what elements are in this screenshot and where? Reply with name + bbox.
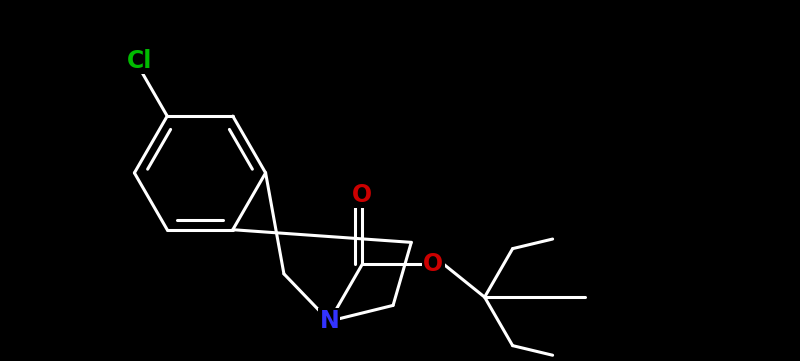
Text: Cl: Cl bbox=[126, 49, 152, 73]
Text: O: O bbox=[352, 183, 372, 207]
Text: N: N bbox=[319, 309, 339, 333]
Text: O: O bbox=[423, 252, 443, 276]
